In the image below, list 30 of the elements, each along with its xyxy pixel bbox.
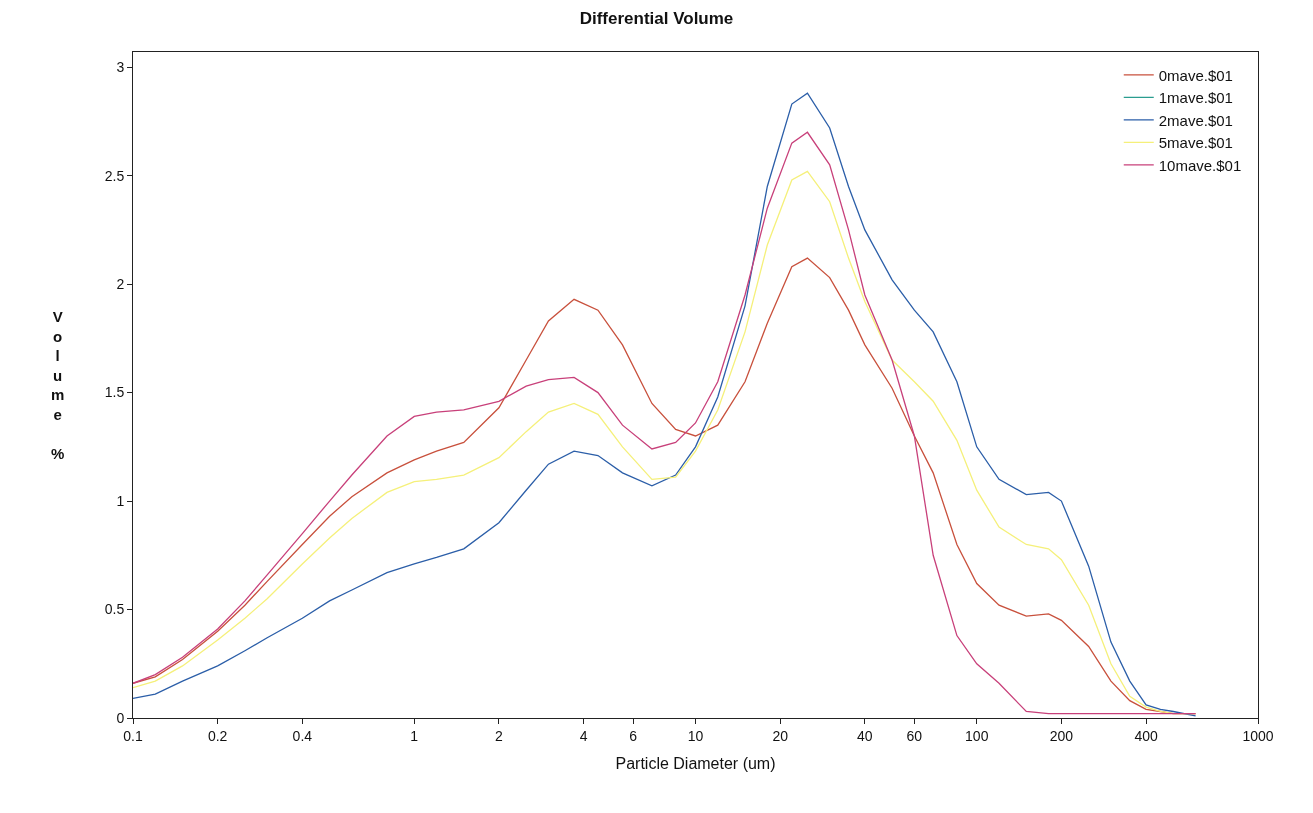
x-axis-title: Particle Diameter (um) [615, 755, 776, 773]
y-tick-label: 1 [116, 492, 125, 509]
legend-label: 10mave.$01 [1158, 156, 1242, 174]
x-tick-label: 10 [687, 727, 704, 744]
x-tick-label: 60 [906, 727, 923, 744]
x-tick-label: 0.1 [123, 727, 143, 744]
legend-label: 2mave.$01 [1158, 111, 1233, 129]
legend-label: 1mave.$01 [1158, 89, 1233, 107]
x-tick-label: 1000 [1242, 727, 1274, 744]
legend-label: 5mave.$01 [1158, 134, 1233, 152]
x-tick-label: 4 [579, 727, 588, 744]
y-tick-label: 3 [116, 59, 125, 76]
chart-title: Differential Volume [579, 9, 734, 29]
y-tick-label: 2 [116, 276, 125, 293]
y-tick-label: 1.5 [104, 384, 125, 401]
y-tick-label: 2.5 [104, 167, 125, 184]
x-tick-label: 0.4 [292, 727, 313, 744]
y-tick-label: 0 [116, 709, 125, 726]
x-tick-label: 20 [772, 727, 789, 744]
x-tick-label: 400 [1134, 727, 1158, 744]
x-tick-label: 0.2 [207, 727, 228, 744]
x-tick-label: 6 [629, 727, 638, 744]
text: Volume % [51, 308, 65, 462]
x-tick-label: 1 [410, 727, 419, 744]
x-tick-label: 40 [857, 727, 873, 744]
legend-label: 0mave.$01 [1158, 66, 1233, 84]
x-tick-label: 100 [965, 727, 989, 744]
x-tick-label: 200 [1049, 727, 1074, 744]
y-tick-label: 0.5 [104, 601, 125, 618]
x-tick-label: 2 [495, 727, 504, 744]
